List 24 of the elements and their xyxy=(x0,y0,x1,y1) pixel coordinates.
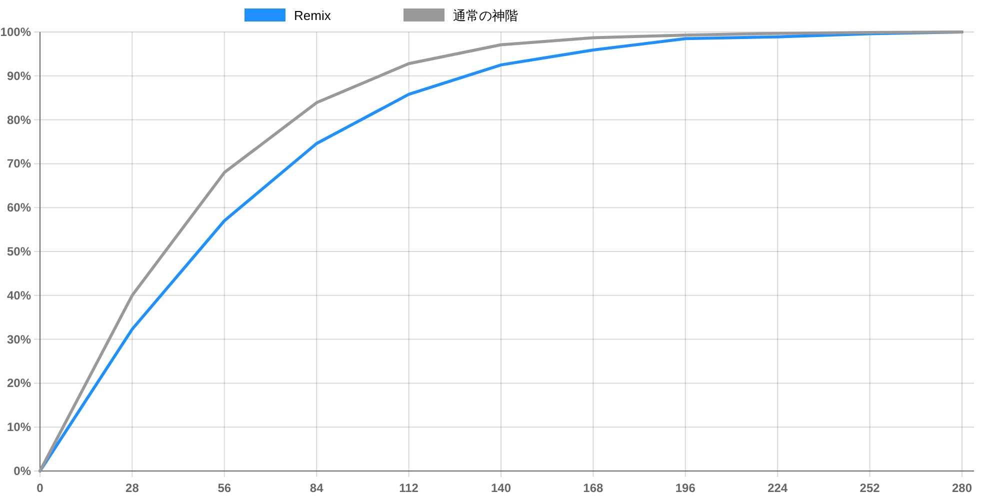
y-tick-label: 20% xyxy=(6,376,32,390)
y-tick-label: 70% xyxy=(6,156,32,171)
x-tick-label: 140 xyxy=(490,481,512,495)
x-tick-label: 84 xyxy=(310,481,324,495)
y-tick-label: 60% xyxy=(6,200,32,215)
y-tick-label: 0% xyxy=(14,464,32,478)
legend-label: Remix xyxy=(294,8,332,23)
x-tick-label: 280 xyxy=(952,481,972,495)
x-tick-label: 196 xyxy=(675,481,696,495)
y-tick-label: 80% xyxy=(6,112,32,127)
y-tick-label: 30% xyxy=(6,332,32,346)
y-tick-label: 100% xyxy=(0,25,32,39)
x-tick-label: 0 xyxy=(36,481,44,495)
x-tick-label: 28 xyxy=(126,481,140,495)
x-tick-label: 56 xyxy=(218,481,232,495)
y-tick-label: 90% xyxy=(6,68,32,83)
y-tick-label: 40% xyxy=(6,288,32,302)
y-tick-label: 50% xyxy=(6,244,32,258)
x-tick-label: 252 xyxy=(860,481,880,495)
x-tick-label: 112 xyxy=(399,481,419,495)
x-tick-label: 224 xyxy=(768,481,788,495)
y-tick-label: 10% xyxy=(6,420,32,434)
x-tick-label: 168 xyxy=(583,481,604,495)
legend-label: 通常の神階 xyxy=(453,8,518,23)
